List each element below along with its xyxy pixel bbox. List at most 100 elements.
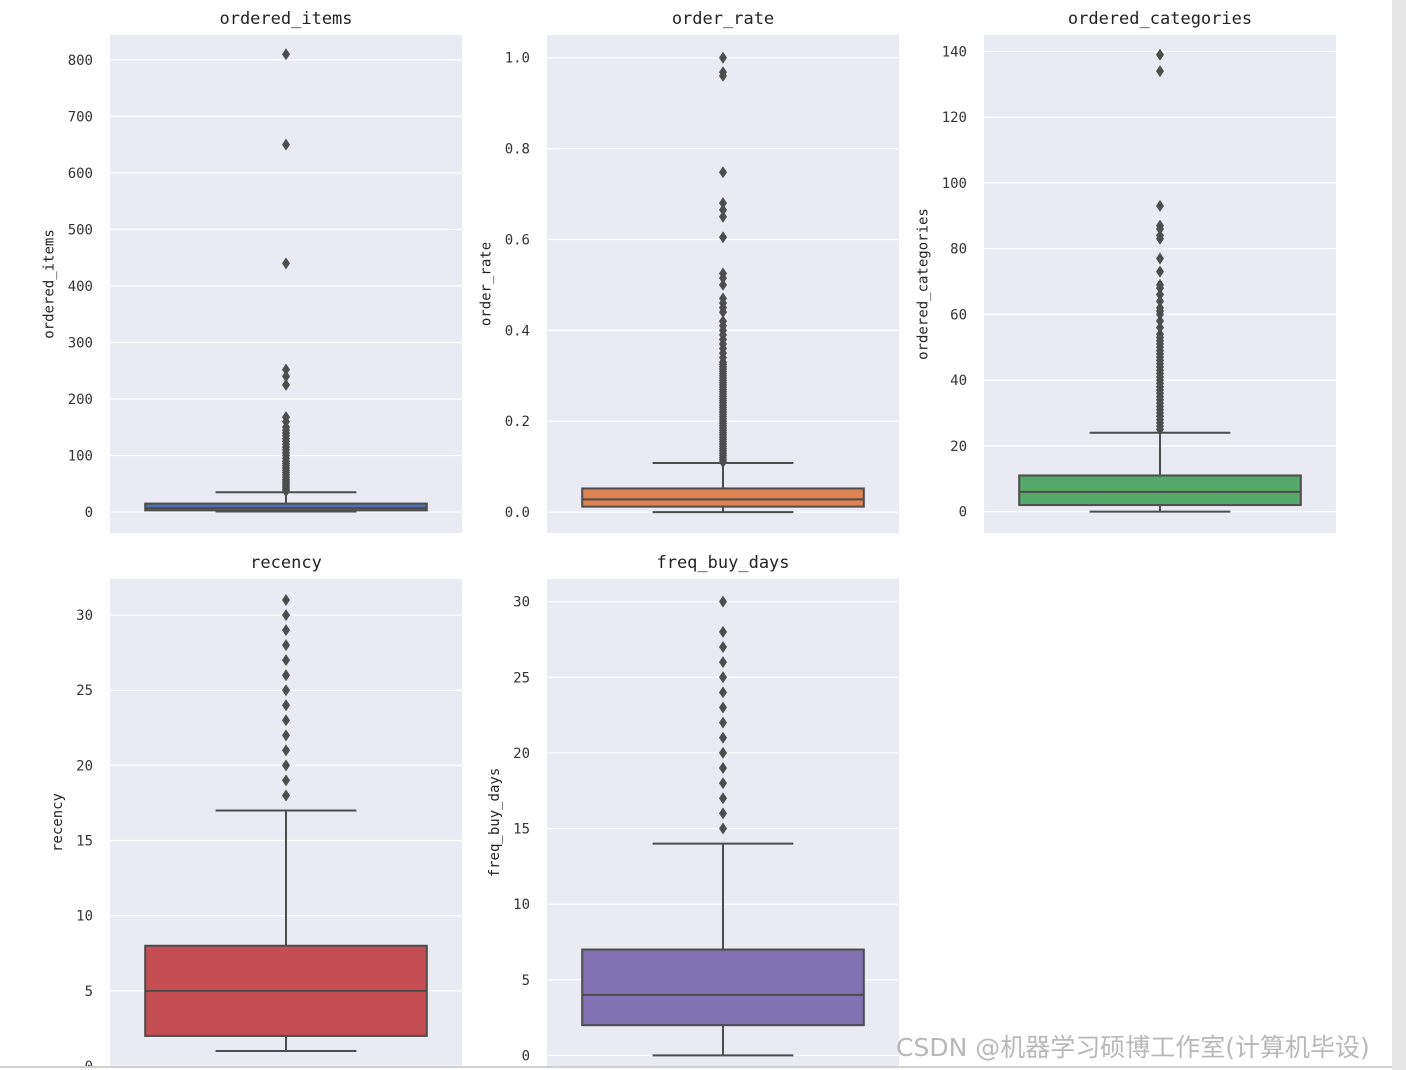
- outlier-point: [282, 370, 290, 383]
- ytick-label: 5: [85, 984, 93, 1000]
- ytick-label: 700: [68, 109, 93, 125]
- outlier-point: [719, 166, 727, 179]
- outlier-point: [282, 759, 290, 772]
- ytick-label: 20: [513, 746, 530, 762]
- y-axis-label: order_rate: [479, 242, 495, 326]
- outlier-point: [719, 66, 727, 79]
- plot-area: [1018, 48, 1302, 513]
- outlier-point: [719, 701, 727, 714]
- ytick-label: 0.6: [505, 232, 530, 248]
- outlier-point: [282, 774, 290, 787]
- outlier-point: [719, 197, 727, 210]
- outlier-point: [719, 716, 727, 729]
- outlier-point: [719, 51, 727, 64]
- outlier-point: [1156, 295, 1164, 308]
- ytick-label: 100: [942, 176, 967, 192]
- outlier-point: [282, 378, 290, 391]
- outlier-point: [719, 746, 727, 759]
- outlier-point: [1156, 265, 1164, 278]
- outlier-point: [1156, 65, 1164, 78]
- outlier-point: [282, 714, 290, 727]
- outlier-point: [719, 595, 727, 608]
- ytick-label: 300: [68, 336, 93, 352]
- subplot-title: ordered_items: [219, 9, 352, 29]
- outlier-point: [282, 624, 290, 637]
- outlier-point: [719, 641, 727, 654]
- outlier-point: [719, 777, 727, 790]
- ytick-label: 15: [513, 822, 530, 838]
- outlier-point: [1156, 278, 1164, 291]
- y-axis-label: ordered_categories: [916, 208, 932, 360]
- outlier-point: [719, 231, 727, 244]
- ytick-label: 120: [942, 110, 967, 126]
- box: [581, 948, 865, 1027]
- outlier-point: [282, 654, 290, 667]
- ytick-label: 400: [68, 279, 93, 295]
- subplot-recency: 0 5 10 15 20 25 30 recency recency: [50, 553, 462, 1066]
- outlier-point: [1156, 48, 1164, 61]
- outlier-point: [719, 686, 727, 699]
- ytick-label: 5: [522, 973, 530, 989]
- ytick-label: 60: [950, 307, 967, 323]
- ytick-label: 0: [85, 505, 93, 521]
- plot-area: [144, 594, 428, 1052]
- outlier-point: [1156, 219, 1164, 232]
- outlier-point: [282, 684, 290, 697]
- ytick-label: 500: [68, 222, 93, 238]
- plot-area: [144, 48, 428, 513]
- ytick-label: 0: [959, 505, 967, 521]
- ytick-label: 20: [950, 439, 967, 455]
- outlier-point: [719, 762, 727, 775]
- subplot-title: ordered_categories: [1068, 9, 1252, 29]
- subplot-title: freq_buy_days: [656, 553, 789, 573]
- outlier-point: [719, 792, 727, 805]
- ytick-label: 15: [76, 834, 93, 850]
- ytick-label: 200: [68, 392, 93, 408]
- ytick-label: 0.0: [505, 505, 530, 521]
- outlier-point: [719, 203, 727, 216]
- ytick-label: 0.8: [505, 142, 530, 158]
- outlier-point: [1156, 252, 1164, 265]
- ytick-label: 1.0: [505, 51, 530, 67]
- outlier-point: [282, 411, 290, 424]
- scrollbar-track[interactable]: [1392, 0, 1406, 1070]
- outlier-point: [719, 822, 727, 835]
- ytick-label: 30: [76, 608, 93, 624]
- outlier-point: [1156, 199, 1164, 212]
- y-axis-label: ordered_items: [42, 229, 58, 339]
- y-axis-label: freq_buy_days: [487, 768, 503, 878]
- outlier-point: [719, 315, 727, 328]
- outlier-point: [282, 48, 290, 61]
- outlier-point: [719, 807, 727, 820]
- ytick-label: 100: [68, 449, 93, 465]
- y-axis-label: recency: [50, 793, 66, 852]
- outlier-point: [719, 625, 727, 638]
- outlier-point: [282, 257, 290, 270]
- subplot-freq-buy-days: 0 5 10 15 20 25 30 freq_buy_days freq_buy_days: [487, 553, 899, 1066]
- box: [144, 502, 428, 512]
- outlier-point: [282, 363, 290, 376]
- ytick-label: 80: [950, 242, 967, 258]
- ytick-label: 800: [68, 53, 93, 69]
- ytick-label: 40: [950, 373, 967, 389]
- outlier-point: [282, 789, 290, 802]
- outlier-point: [282, 609, 290, 622]
- outlier-point: [719, 292, 727, 305]
- outlier-point: [719, 656, 727, 669]
- outlier-point: [719, 210, 727, 223]
- outlier-point: [719, 671, 727, 684]
- ytick-label: 10: [513, 897, 530, 913]
- ytick-label: 600: [68, 166, 93, 182]
- outlier-point: [282, 744, 290, 757]
- ytick-label: 20: [76, 758, 93, 774]
- subplot-ordered-categories: 020406080100120140ordered_categoriesorde…: [916, 9, 1336, 533]
- outlier-point: [282, 669, 290, 682]
- subplot-title: order_rate: [672, 9, 774, 29]
- ytick-label: 25: [76, 683, 93, 699]
- ytick-label: 0.4: [505, 323, 530, 339]
- ytick-label: 25: [513, 670, 530, 686]
- ytick-label: 0.2: [505, 414, 530, 430]
- outlier-point: [1156, 288, 1164, 301]
- outlier-point: [282, 138, 290, 151]
